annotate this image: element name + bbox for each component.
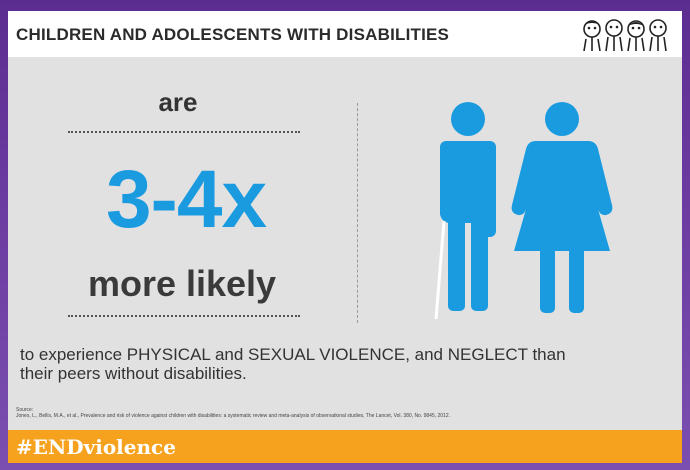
body-text-line-1: to experience PHYSICAL and SEXUAL VIOLEN…	[20, 345, 566, 364]
dotted-divider-top	[68, 131, 300, 133]
source-citation: Source: Jones, L., Bellis, M.A., et al.,…	[16, 407, 676, 419]
slide-title: CHILDREN AND ADOLESCENTS WITH DISABILITI…	[16, 25, 450, 44]
hashtag: #ENDviolence	[16, 435, 176, 459]
dotted-divider-bottom	[68, 315, 300, 317]
stat-prefix: are	[158, 87, 198, 117]
body-text: to experience PHYSICAL and SEXUAL VIOLEN…	[20, 345, 660, 383]
header-bar: CHILDREN AND ADOLESCENTS WITH DISABILITI…	[8, 11, 682, 57]
vertical-divider	[357, 103, 358, 323]
footer-bar: #ENDviolence	[8, 430, 682, 463]
source-label: Source:	[16, 407, 34, 413]
children-group-logo-icon	[583, 19, 667, 52]
infographic-slide: CHILDREN AND ADOLESCENTS WITH DISABILITI…	[8, 11, 682, 463]
body-text-line-2: their peers without disabilities.	[20, 364, 247, 383]
man-with-cane-and-woman-icon	[434, 102, 613, 320]
stat-suffix: more likely	[87, 263, 277, 304]
source-text: Jones, L., Bellis, M.A., et al., Prevale…	[16, 413, 451, 419]
stat-value: 3-4x	[105, 154, 267, 245]
